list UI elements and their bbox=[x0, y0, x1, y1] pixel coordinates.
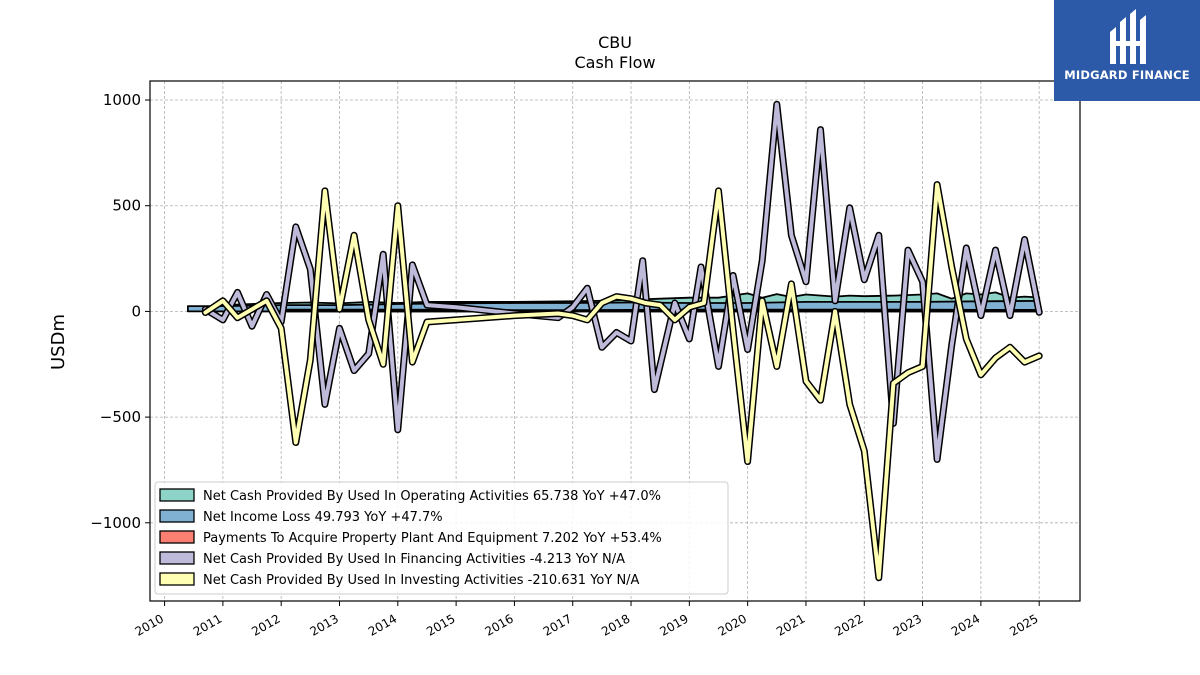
brand-name: MIDGARD FINANCE bbox=[1054, 68, 1200, 82]
y-tick-label: 500 bbox=[112, 197, 141, 215]
legend-item: Net Cash Provided By Used In Financing A… bbox=[160, 552, 625, 567]
x-tick-label: 2015 bbox=[424, 611, 457, 638]
y-tick-label: 1000 bbox=[103, 91, 141, 109]
x-tick-label: 2014 bbox=[366, 611, 399, 638]
y-tick-label: 0 bbox=[131, 302, 141, 320]
legend: Net Cash Provided By Used In Operating A… bbox=[155, 482, 728, 594]
series-line-outline bbox=[205, 104, 1039, 459]
x-tick-label: 2020 bbox=[716, 611, 749, 638]
legend-swatch-operating bbox=[160, 489, 194, 501]
x-tick-label: 2024 bbox=[949, 611, 982, 638]
x-tick-label: 2025 bbox=[1007, 611, 1040, 638]
x-tick-label: 2010 bbox=[133, 611, 166, 638]
x-tick-label: 2016 bbox=[482, 611, 515, 638]
legend-label-financing: Net Cash Provided By Used In Financing A… bbox=[203, 552, 625, 567]
y-tick-label: −1000 bbox=[90, 514, 141, 532]
legend-item: Net Cash Provided By Used In Operating A… bbox=[160, 489, 661, 504]
y-axis-label: USDm bbox=[48, 314, 69, 370]
x-tick-label: 2013 bbox=[308, 611, 341, 638]
chart-subtitle: Cash Flow bbox=[574, 53, 655, 72]
legend-item: Net Cash Provided By Used In Investing A… bbox=[160, 573, 640, 588]
legend-swatch-capex bbox=[160, 531, 194, 543]
legend-item: Net Income Loss 49.793 YoY +47.7% bbox=[160, 510, 443, 525]
x-tick-label: 2023 bbox=[891, 611, 924, 638]
legend-label-net-income: Net Income Loss 49.793 YoY +47.7% bbox=[203, 510, 443, 525]
series-line bbox=[205, 104, 1039, 459]
chart-title: CBU bbox=[598, 33, 632, 52]
x-tick-label: 2012 bbox=[249, 611, 282, 638]
legend-label-operating: Net Cash Provided By Used In Operating A… bbox=[203, 489, 661, 504]
series-net-cash-provided-by-used-in-financing-activities bbox=[205, 104, 1039, 459]
x-tick-label: 2018 bbox=[599, 611, 632, 638]
legend-item: Payments To Acquire Property Plant And E… bbox=[160, 531, 662, 546]
x-tick-label: 2019 bbox=[657, 611, 690, 638]
midgard-logo-icon bbox=[1054, 0, 1200, 66]
legend-swatch-investing bbox=[160, 573, 194, 585]
cash-flow-chart: CBU Cash Flow USDm 1000 500 0 −500 −1000 2010… bbox=[0, 0, 1200, 675]
legend-swatch-financing bbox=[160, 552, 194, 564]
x-tick-label: 2017 bbox=[541, 611, 574, 638]
legend-label-investing: Net Cash Provided By Used In Investing A… bbox=[203, 573, 640, 588]
brand-logo: MIDGARD FINANCE bbox=[1054, 0, 1200, 101]
legend-label-capex: Payments To Acquire Property Plant And E… bbox=[203, 531, 662, 546]
y-tick-label: −500 bbox=[100, 408, 141, 426]
x-tick-label: 2022 bbox=[832, 611, 865, 638]
x-tick-label: 2011 bbox=[191, 611, 224, 638]
legend-swatch-net-income bbox=[160, 510, 194, 522]
x-tick-label: 2021 bbox=[774, 611, 807, 638]
